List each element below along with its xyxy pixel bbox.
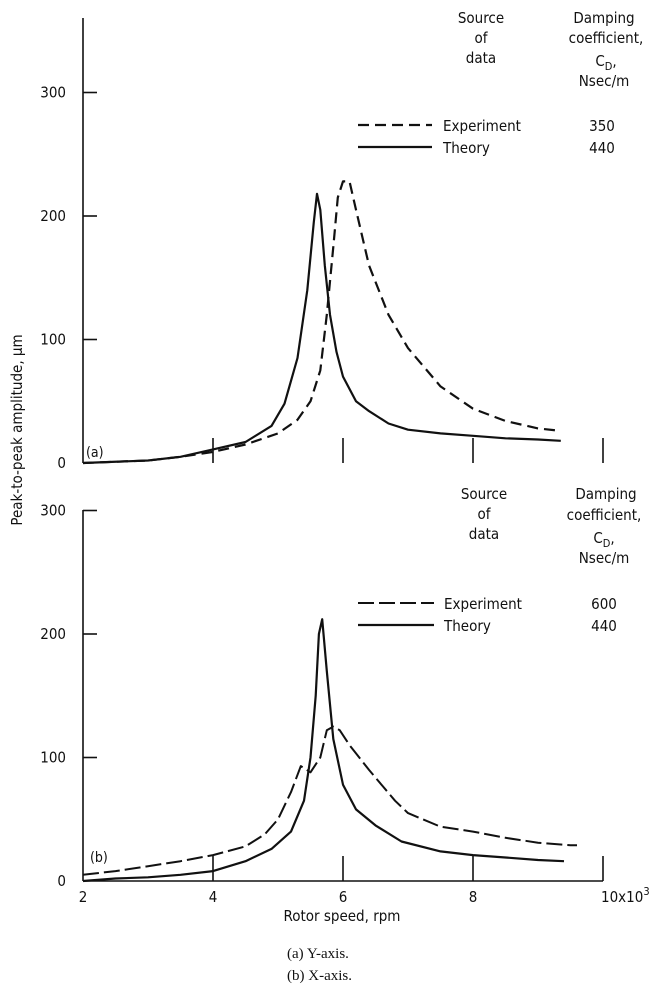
panel-a-series: [82, 180, 561, 465]
legend-b-theory-damping: 440: [591, 617, 617, 635]
legend-b-source-line2: of: [477, 505, 491, 523]
legend-b-coef-line1: Damping: [575, 485, 636, 503]
panel-b-legend: Source of data Damping coefficient, CD, …: [358, 485, 641, 635]
legend-b-theory-label: Theory: [443, 617, 491, 635]
caption-b: (b) X-axis.: [287, 968, 352, 984]
panel-b: 0 100 200 300 2 4 6 8 10x103 (b) Source of data…: [40, 485, 649, 906]
legend-b-coef-symbol: CD,: [593, 529, 614, 550]
x-tick-label: 2: [79, 888, 88, 906]
series-theory-line: [82, 192, 561, 465]
legend-a-experiment-damping: 350: [589, 117, 615, 135]
legend-a-coef-symbol: CD,: [595, 52, 616, 73]
y-tick-label: 100: [40, 749, 66, 767]
y-tick-label: 0: [57, 872, 66, 890]
caption-a: (a) Y-axis.: [287, 946, 349, 962]
panel-b-label: (b): [90, 850, 108, 866]
legend-b-experiment-damping: 600: [591, 595, 617, 613]
legend-a-source-line2: of: [474, 29, 488, 47]
x-axis-title: Rotor speed, rpm: [284, 907, 401, 925]
legend-a-coef-line4: Nsec/m: [579, 72, 630, 90]
panel-b-series: [82, 618, 577, 883]
panel-b-ticks: [83, 509, 604, 881]
legend-b-source-line3: data: [469, 525, 499, 543]
legend-b-coef-line2: coefficient,: [567, 506, 642, 524]
panel-a-legend: Source of data Damping coefficient, CD, …: [358, 9, 643, 157]
panel-a-ticks: [83, 91, 604, 463]
y-tick-label: 200: [40, 625, 66, 643]
series-experiment-line: [82, 180, 561, 465]
y-tick-label: 200: [40, 207, 66, 225]
x-tick-label: 10x103: [601, 885, 650, 906]
x-tick-label: 8: [469, 888, 478, 906]
y-axis-title: Peak-to-peak amplitude, μm: [8, 334, 26, 525]
panel-b-y-tick-labels: 0 100 200 300: [40, 502, 66, 891]
series-experiment-line: [82, 725, 577, 876]
panel-a-label: (a): [86, 445, 104, 461]
series-theory-line: [82, 618, 565, 883]
y-tick-label: 300: [40, 502, 66, 520]
panel-a: 0 100 200 300 (a) Source of data Damping co…: [40, 9, 643, 472]
y-tick-label: 0: [57, 454, 66, 472]
x-tick-label-exponent: 3: [643, 885, 649, 898]
legend-a-experiment-label: Experiment: [443, 117, 521, 135]
legend-a-source-line1: Source: [458, 9, 504, 27]
x-tick-label: 6: [339, 888, 348, 906]
legend-a-coef-line1: Damping: [573, 9, 634, 27]
legend-a-coef-line2: coefficient,: [569, 29, 644, 47]
legend-b-coef-line4: Nsec/m: [579, 549, 630, 567]
panel-b-x-tick-labels: 2 4 6 8 10x103: [79, 885, 650, 906]
legend-a-theory-label: Theory: [442, 139, 490, 157]
legend-b-source-line1: Source: [461, 485, 507, 503]
panel-a-y-tick-labels: 0 100 200 300: [40, 84, 66, 473]
legend-a-theory-damping: 440: [589, 139, 615, 157]
legend-a-source-line3: data: [466, 49, 496, 67]
x-tick-label: 4: [209, 888, 218, 906]
y-tick-label: 300: [40, 84, 66, 102]
legend-b-experiment-label: Experiment: [444, 595, 522, 613]
y-tick-label: 100: [40, 331, 66, 349]
